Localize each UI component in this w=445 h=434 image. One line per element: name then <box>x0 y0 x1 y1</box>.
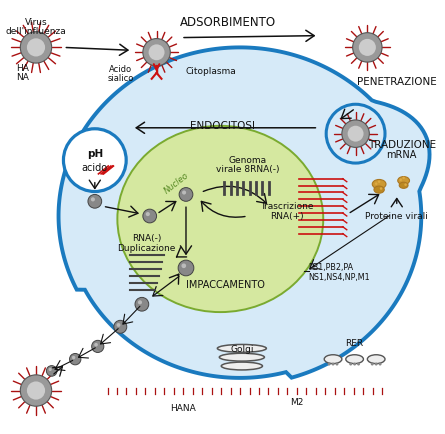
Ellipse shape <box>372 180 386 189</box>
Text: Genoma: Genoma <box>229 156 267 164</box>
Text: dell'influenza: dell'influenza <box>6 27 66 36</box>
Circle shape <box>143 209 157 223</box>
Ellipse shape <box>346 355 364 364</box>
Circle shape <box>380 187 382 190</box>
Text: Trascrizione: Trascrizione <box>260 202 314 211</box>
Text: Duplicazione: Duplicazione <box>117 244 176 253</box>
Circle shape <box>92 340 104 352</box>
Circle shape <box>64 129 126 191</box>
Circle shape <box>114 320 127 333</box>
Circle shape <box>353 362 356 365</box>
Circle shape <box>69 353 81 365</box>
Circle shape <box>379 362 381 365</box>
Circle shape <box>27 38 45 56</box>
Circle shape <box>359 39 376 56</box>
Text: sialico: sialico <box>107 74 134 83</box>
Text: acido: acido <box>82 163 108 173</box>
Circle shape <box>88 194 101 208</box>
Circle shape <box>94 343 98 346</box>
Circle shape <box>146 212 150 216</box>
Text: PENETRAZIONE: PENETRAZIONE <box>357 77 437 87</box>
Circle shape <box>357 362 360 365</box>
Ellipse shape <box>399 182 408 188</box>
Circle shape <box>375 182 377 185</box>
Text: M2: M2 <box>290 398 303 407</box>
Text: NA: NA <box>16 73 29 82</box>
Text: Golgi: Golgi <box>230 345 254 354</box>
Circle shape <box>352 33 382 62</box>
Circle shape <box>378 181 380 183</box>
Text: Virus: Virus <box>24 18 47 27</box>
Text: Proteine virali: Proteine virali <box>365 211 428 220</box>
Ellipse shape <box>398 177 409 184</box>
Circle shape <box>135 297 149 311</box>
Text: Nucleo: Nucleo <box>162 170 190 195</box>
Circle shape <box>138 300 142 304</box>
Circle shape <box>336 362 339 365</box>
Circle shape <box>371 362 374 365</box>
Circle shape <box>143 39 170 66</box>
Circle shape <box>20 32 52 63</box>
Circle shape <box>46 365 57 376</box>
Ellipse shape <box>219 353 264 361</box>
Text: IMPACCAMENTO: IMPACCAMENTO <box>186 279 265 289</box>
Ellipse shape <box>217 345 267 352</box>
Ellipse shape <box>117 126 323 312</box>
Circle shape <box>182 191 186 194</box>
Circle shape <box>149 44 165 60</box>
Text: RNA(-): RNA(-) <box>132 234 162 243</box>
Text: PB1,PB2,PA: PB1,PB2,PA <box>308 263 354 273</box>
Circle shape <box>117 323 121 327</box>
Text: HA: HA <box>16 65 29 73</box>
Text: ADSORBIMENTO: ADSORBIMENTO <box>180 16 276 30</box>
Ellipse shape <box>324 355 342 364</box>
Ellipse shape <box>221 362 263 370</box>
Circle shape <box>342 120 369 148</box>
Ellipse shape <box>374 186 384 193</box>
Text: NS1,NS4,NP,M1: NS1,NS4,NP,M1 <box>308 273 370 282</box>
Circle shape <box>402 177 405 179</box>
Circle shape <box>332 362 335 365</box>
Text: pH: pH <box>87 149 103 159</box>
Text: virale 8RNA(-): virale 8RNA(-) <box>216 165 279 174</box>
Circle shape <box>49 368 52 371</box>
Circle shape <box>349 362 352 365</box>
Circle shape <box>182 263 186 268</box>
Circle shape <box>405 184 407 186</box>
Text: Citoplasma: Citoplasma <box>185 67 236 76</box>
Text: Acido: Acido <box>109 66 132 75</box>
Circle shape <box>348 126 364 141</box>
Text: RNA(+): RNA(+) <box>270 211 304 220</box>
Ellipse shape <box>368 355 385 364</box>
Circle shape <box>400 178 402 181</box>
Text: ENDOCITOSI: ENDOCITOSI <box>190 121 255 131</box>
Circle shape <box>328 362 331 365</box>
Circle shape <box>178 260 194 276</box>
Text: TRADUZIONE: TRADUZIONE <box>368 141 436 151</box>
Circle shape <box>72 356 75 359</box>
Circle shape <box>27 381 45 400</box>
Circle shape <box>91 197 95 201</box>
Circle shape <box>20 375 52 406</box>
Text: HANA: HANA <box>170 404 196 413</box>
Text: RER: RER <box>346 339 364 348</box>
Circle shape <box>375 362 378 365</box>
Polygon shape <box>59 47 429 378</box>
Circle shape <box>179 187 193 201</box>
Text: mRNA: mRNA <box>387 150 417 160</box>
